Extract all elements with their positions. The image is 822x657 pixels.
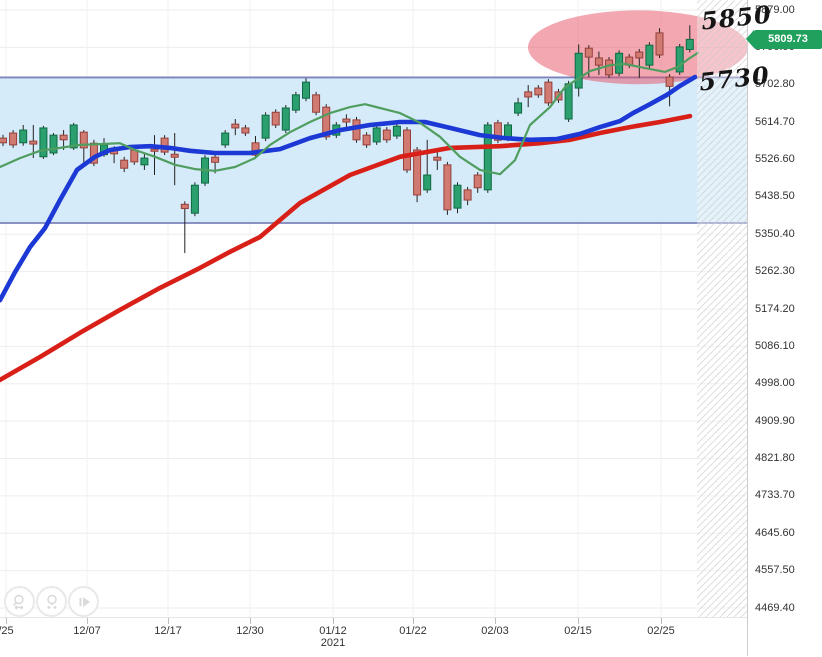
time-axis-tick: 01/22 [399, 625, 427, 637]
time-axis-tick: 02/25 [647, 625, 675, 637]
zoom-back-icon [12, 594, 24, 610]
last-price-tag: 5809.73 [746, 29, 822, 49]
trading-range-band[interactable] [0, 76, 747, 224]
fast-moving-average-line [0, 51, 700, 176]
price-tag-arrow-icon [746, 30, 754, 49]
price-axis[interactable]: 5879.005790.905702.805614.705526.605438.… [747, 0, 822, 656]
price-axis-tick: 4821.80 [755, 452, 795, 464]
time-axis-tickmark [495, 618, 496, 624]
time-axis-tickmark [87, 618, 88, 624]
time-axis-tick: 01/12 2021 [309, 625, 357, 649]
time-axis-tickmark [578, 618, 579, 624]
time-axis-tickmark [6, 618, 7, 624]
price-axis-tick: 4557.50 [755, 564, 795, 577]
price-chart-canvas[interactable] [0, 0, 747, 617]
price-axis-tick: 5174.20 [755, 302, 795, 315]
time-axis-tickmark [168, 618, 169, 624]
time-axis-tickmark [413, 618, 414, 624]
price-axis-tick: 5350.40 [755, 227, 795, 240]
time-axis-tick: 02/15 [564, 625, 592, 637]
time-axis-tick: /25 [0, 625, 14, 637]
chart-toolbar [4, 586, 99, 617]
price-axis-tick: 4469.40 [755, 601, 795, 614]
price-axis-tick: 5879.00 [755, 3, 795, 16]
play-forward-button[interactable] [68, 586, 99, 617]
time-axis-tickmark [333, 618, 334, 624]
price-axis-tick: 4998.00 [755, 377, 795, 390]
slow-moving-average-line [0, 113, 693, 383]
zoom-back-button[interactable] [4, 586, 35, 617]
time-axis-tick: 02/03 [481, 625, 509, 637]
play-icon [79, 596, 90, 607]
zoom-in-icon [46, 594, 57, 609]
time-axis-tick: 12/07 [73, 625, 101, 637]
candlestick-series [0, 25, 694, 254]
future-area-hatch [697, 0, 747, 617]
time-axis-tickmark [661, 618, 662, 624]
zoom-in-button[interactable] [36, 586, 67, 617]
time-axis-tickmark [250, 618, 251, 624]
time-axis-tick: 12/30 [236, 625, 264, 637]
highlight-ellipse[interactable] [528, 10, 747, 85]
price-axis-tick: 5086.10 [755, 339, 795, 352]
price-axis-tick: 4645.60 [755, 526, 795, 539]
year-label: 2021 [320, 637, 346, 649]
price-axis-tick: 5702.80 [755, 78, 795, 91]
price-axis-tick: 4733.70 [755, 489, 795, 502]
price-axis-tick: 5526.60 [755, 153, 795, 165]
mid-moving-average-line [0, 74, 698, 303]
last-price-value: 5809.73 [754, 29, 822, 49]
time-axis-tick: 12/17 [154, 625, 182, 637]
price-axis-tick: 5614.70 [755, 115, 795, 128]
price-axis-tick: 4909.90 [755, 414, 795, 427]
price-axis-tick: 5262.30 [755, 265, 795, 278]
price-axis-tick: 5438.50 [755, 190, 795, 203]
